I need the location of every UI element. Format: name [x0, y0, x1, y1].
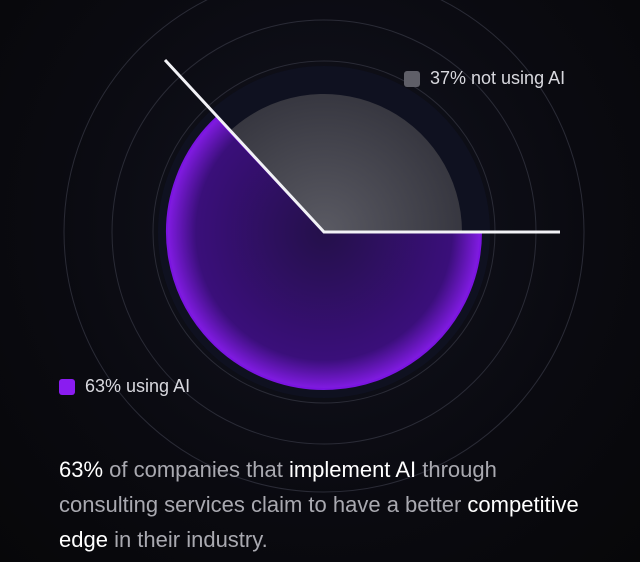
caption-highlight: competitive edge [59, 492, 579, 552]
caption-text: through consulting services claim to hav… [59, 457, 497, 517]
caption: 63% of companies that implement AI throu… [59, 452, 599, 557]
slice-divider-line [163, 58, 560, 234]
caption-highlight: 63% [59, 457, 104, 482]
legend-not-using-ai: 37% not using AI [404, 68, 565, 89]
legend-swatch-gray [404, 70, 420, 87]
caption-text: of companies that [103, 457, 289, 482]
ring [63, 0, 585, 493]
pie-slice-using-ai [166, 116, 483, 390]
legend-using-ai: 63% using AI [59, 376, 190, 397]
pie-slice-not-using-ai [229, 94, 462, 232]
legend-swatch-purple [59, 378, 75, 395]
caption-highlight: implement AI [288, 457, 417, 482]
legend-label: 37% not using AI [430, 68, 566, 88]
legend-label: 63% using AI [85, 376, 191, 396]
caption-text: in their industry. [107, 527, 268, 552]
